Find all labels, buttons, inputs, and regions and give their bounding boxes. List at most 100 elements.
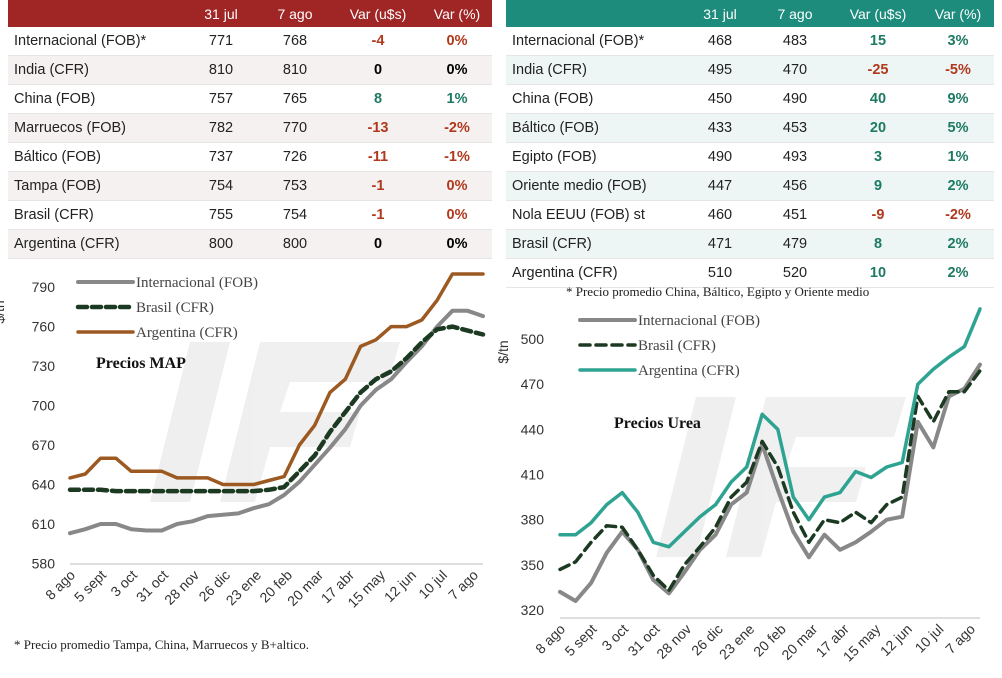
- row-price-1: 495: [684, 55, 756, 85]
- header-name: [506, 0, 684, 27]
- table-row: Internacional (FOB)* 468 483 15 3%: [506, 27, 994, 56]
- row-price-2: 493: [756, 142, 834, 172]
- row-price-2: 754: [256, 200, 334, 230]
- legend-label: Brasil (CFR): [638, 338, 716, 354]
- x-tick-label: 5 sept: [71, 567, 109, 605]
- row-var-usd: 3: [834, 142, 922, 172]
- series-line-0: [68, 308, 485, 536]
- row-var-usd: 10: [834, 258, 922, 288]
- row-price-1: 510: [684, 258, 756, 288]
- table-row: Marruecos (FOB) 782 770 -13 -2%: [8, 113, 492, 143]
- row-price-2: 753: [256, 171, 334, 201]
- row-name: India (CFR): [8, 55, 186, 85]
- row-price-1: 737: [186, 142, 256, 172]
- y-tick-label: 670: [32, 437, 56, 453]
- row-var-pct: 1%: [922, 142, 994, 172]
- row-price-2: 453: [756, 113, 834, 143]
- x-tick-label: 23 ene: [223, 567, 265, 609]
- row-price-1: 460: [684, 200, 756, 230]
- header-var-pct: Var (%): [922, 0, 994, 27]
- table-row: Brasil (CFR) 471 479 8 2%: [506, 229, 994, 259]
- y-tick-label: 380: [521, 512, 545, 528]
- legend-label: Argentina (CFR): [136, 325, 238, 341]
- row-var-usd: 8: [334, 84, 422, 114]
- urea-panel: 31 jul 7 ago Var (u$s) Var (%) Internaci…: [506, 0, 994, 288]
- row-var-usd: -1: [334, 171, 422, 201]
- x-tick-label: 23 ene: [716, 621, 758, 663]
- row-name: Internacional (FOB)*: [8, 27, 186, 56]
- row-price-1: 754: [186, 171, 256, 201]
- row-var-usd: -1: [334, 200, 422, 230]
- row-price-1: 800: [186, 229, 256, 259]
- map-panel: 31 jul 7 ago Var (u$s) Var (%) Internaci…: [8, 0, 492, 259]
- table-row: China (FOB) 450 490 40 9%: [506, 84, 994, 114]
- urea-price-table: 31 jul 7 ago Var (u$s) Var (%) Internaci…: [506, 0, 994, 288]
- row-price-1: 447: [684, 171, 756, 201]
- row-price-2: 470: [756, 55, 834, 85]
- header-date-2: 7 ago: [256, 0, 334, 27]
- header-date-1: 31 jul: [186, 0, 256, 27]
- row-var-pct: 5%: [922, 113, 994, 143]
- row-var-pct: 1%: [422, 84, 492, 114]
- row-var-usd: 9: [834, 171, 922, 201]
- header-var-pct: Var (%): [422, 0, 492, 27]
- urea-table-header: 31 jul 7 ago Var (u$s) Var (%): [506, 0, 994, 27]
- row-price-1: 810: [186, 55, 256, 85]
- row-name: Oriente medio (FOB): [506, 171, 684, 201]
- series-line-2: [68, 272, 485, 487]
- row-price-2: 800: [256, 229, 334, 259]
- row-name: China (FOB): [8, 84, 186, 114]
- row-name: Argentina (CFR): [8, 229, 186, 259]
- y-tick-label: 350: [521, 557, 545, 573]
- table-row: Internacional (FOB)* 771 768 -4 0%: [8, 27, 492, 56]
- row-var-usd: -9: [834, 200, 922, 230]
- x-tick-label: 28 nov: [161, 567, 202, 608]
- y-tick-label: 610: [32, 516, 56, 532]
- row-price-1: 471: [684, 229, 756, 259]
- row-name: China (FOB): [506, 84, 684, 114]
- row-var-pct: 0%: [422, 27, 492, 56]
- y-tick-label: 700: [32, 398, 56, 414]
- row-name: Brasil (CFR): [506, 229, 684, 259]
- row-var-pct: 0%: [422, 200, 492, 230]
- x-tick-label: 10 jul: [415, 567, 450, 602]
- row-price-1: 755: [186, 200, 256, 230]
- row-price-1: 450: [684, 84, 756, 114]
- y-tick-label: 730: [32, 358, 56, 374]
- y-tick-label: 440: [521, 421, 545, 437]
- row-name: Báltico (FOB): [8, 142, 186, 172]
- legend-label: Internacional (FOB): [638, 313, 760, 329]
- row-var-usd: 40: [834, 84, 922, 114]
- legend-label: Argentina (CFR): [638, 363, 740, 379]
- row-price-2: 451: [756, 200, 834, 230]
- x-tick-label: 20 mar: [284, 567, 326, 609]
- row-price-2: 456: [756, 171, 834, 201]
- table-row: Brasil (CFR) 755 754 -1 0%: [8, 200, 492, 230]
- table-row: Oriente medio (FOB) 447 456 9 2%: [506, 171, 994, 201]
- row-price-2: 765: [256, 84, 334, 114]
- y-tick-label: 500: [521, 331, 545, 347]
- x-tick-label: 7 ago: [942, 621, 978, 657]
- x-tick-label: 28 nov: [653, 621, 694, 662]
- row-price-2: 520: [756, 258, 834, 288]
- row-var-usd: -11: [334, 142, 422, 172]
- row-var-pct: 2%: [922, 229, 994, 259]
- header-var-usd: Var (u$s): [334, 0, 422, 27]
- table-row: Egipto (FOB) 490 493 3 1%: [506, 142, 994, 172]
- y-tick-label: 580: [32, 555, 56, 571]
- legend-label: Internacional (FOB): [136, 275, 258, 291]
- y-tick-label: 760: [32, 319, 56, 335]
- x-tick-label: 12 jun: [877, 621, 915, 659]
- x-tick-label: 7 ago: [445, 567, 481, 603]
- row-var-pct: -5%: [922, 55, 994, 85]
- chart-title: Precios Urea: [614, 415, 701, 432]
- table-row: Argentina (CFR) 800 800 0 0%: [8, 229, 492, 259]
- row-price-2: 768: [256, 27, 334, 56]
- y-tick-label: 470: [521, 376, 545, 392]
- urea-footnote: * Precio promedio China, Báltico, Egipto…: [566, 284, 870, 299]
- row-name: Egipto (FOB): [506, 142, 684, 172]
- legend-label: Brasil (CFR): [136, 300, 214, 316]
- y-tick-label: 320: [521, 602, 545, 618]
- row-var-usd: 8: [834, 229, 922, 259]
